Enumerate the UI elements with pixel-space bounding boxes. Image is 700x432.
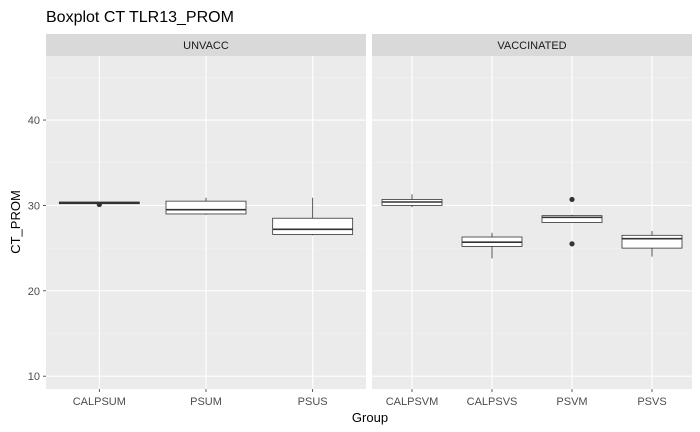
- box-iqr: [621, 234, 683, 249]
- outlier-point: [96, 201, 102, 208]
- y-axis-title: CT_PROM: [8, 190, 23, 254]
- box-iqr: [165, 200, 247, 215]
- x-tick-label: CALPSUM: [73, 396, 126, 408]
- y-tick-label: 40: [28, 115, 40, 127]
- y-axis-ticks: 10 20 30 40: [28, 115, 46, 383]
- x-ticks-vaccinated: CALPSVM CALPSVS PSVM PSVS: [386, 389, 667, 408]
- x-tick-label: PSVM: [556, 396, 587, 408]
- facet-vaccinated: VACCINATED CALPSVM CALPSVS PSVM PSVS: [372, 34, 692, 408]
- box-calpsvm: [381, 194, 443, 208]
- x-axis-title: Group: [352, 410, 388, 425]
- chart-title: Boxplot CT TLR13_PROM: [46, 9, 234, 26]
- box-psum: [165, 197, 247, 215]
- facet-strip-vaccinated: [372, 34, 692, 56]
- box-psvm: [541, 196, 603, 247]
- outlier-point: [569, 196, 575, 203]
- facet-strip-unvacc: [46, 34, 366, 56]
- grid-vaccinated: [372, 56, 692, 389]
- x-tick-label: PSUS: [298, 396, 328, 408]
- outlier-point: [569, 241, 575, 247]
- y-tick-label: 30: [28, 200, 40, 212]
- box-calpsvs: [461, 232, 523, 259]
- x-tick-label: PSUM: [190, 396, 222, 408]
- box-psus: [272, 197, 354, 236]
- facet-label-unvacc: UNVACC: [183, 40, 229, 52]
- box-iqr: [541, 215, 603, 223]
- box-calpsum: [58, 201, 140, 208]
- boxes-vaccinated: [381, 194, 683, 259]
- box-iqr: [272, 217, 354, 235]
- boxes-unvacc: [58, 197, 354, 236]
- facet-label-vaccinated: VACCINATED: [497, 40, 566, 52]
- x-tick-label: CALPSVS: [467, 396, 518, 408]
- x-ticks-unvacc: CALPSUM PSUM PSUS: [73, 389, 328, 408]
- x-tick-label: CALPSVM: [386, 396, 439, 408]
- box-psvs: [621, 231, 683, 257]
- y-tick-label: 20: [28, 286, 40, 298]
- panel-vaccinated: [372, 56, 692, 389]
- y-tick-label: 10: [28, 371, 40, 383]
- x-tick-label: PSVS: [637, 396, 666, 408]
- facet-unvacc: UNVACC CALPSUM PSUM PSUS: [46, 34, 366, 408]
